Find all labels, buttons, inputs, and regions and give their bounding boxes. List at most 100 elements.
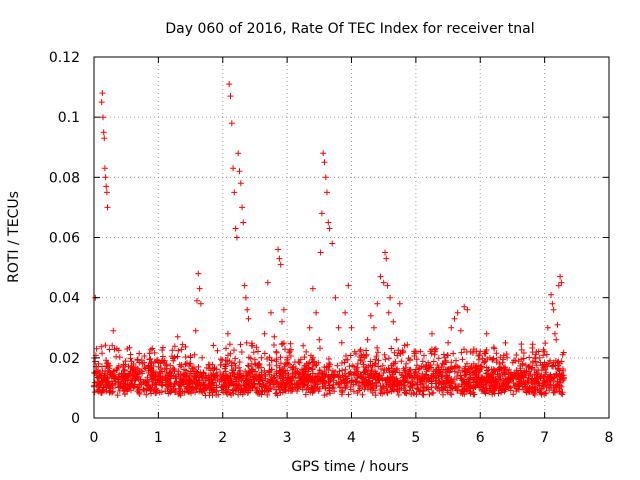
data-point — [236, 359, 243, 365]
data-point — [456, 364, 463, 371]
data-point — [277, 261, 284, 268]
data-point — [342, 366, 349, 373]
data-point — [245, 389, 252, 396]
data-point — [454, 373, 460, 380]
data-point — [244, 306, 251, 313]
data-point — [447, 379, 454, 386]
data-point — [273, 368, 280, 375]
data-point — [102, 342, 109, 349]
data-point — [286, 348, 293, 355]
data-point — [384, 374, 391, 381]
data-point — [475, 352, 482, 359]
data-point — [151, 349, 158, 356]
data-point — [121, 390, 128, 397]
data-point — [147, 355, 154, 362]
data-point — [309, 374, 316, 381]
data-point — [165, 375, 171, 382]
data-point — [551, 330, 558, 337]
data-point — [380, 279, 387, 286]
data-point — [236, 168, 243, 175]
data-point — [197, 386, 204, 393]
data-point — [354, 390, 361, 396]
data-point — [301, 366, 307, 373]
data-point — [483, 347, 490, 353]
data-point — [230, 366, 237, 373]
data-point — [258, 364, 265, 371]
data-point — [472, 381, 478, 388]
data-point — [493, 350, 500, 357]
data-point — [449, 385, 456, 392]
data-point — [136, 350, 143, 357]
data-point — [170, 386, 177, 393]
x-tick-label: 0 — [90, 430, 99, 446]
data-point — [174, 333, 181, 340]
data-point — [518, 346, 525, 353]
data-point — [502, 339, 509, 346]
data-point — [466, 376, 473, 383]
data-point — [315, 370, 322, 377]
data-point — [525, 375, 532, 382]
data-point — [553, 371, 560, 378]
data-point — [271, 384, 278, 391]
data-point — [345, 282, 352, 289]
data-point — [99, 379, 106, 385]
data-point — [110, 327, 117, 334]
data-point — [482, 376, 489, 383]
data-point — [375, 357, 382, 364]
data-point — [278, 384, 285, 391]
data-point — [213, 387, 220, 394]
data-point — [233, 384, 240, 391]
data-point — [401, 342, 408, 349]
data-point — [515, 378, 522, 385]
data-point — [452, 384, 458, 391]
data-point — [96, 384, 103, 391]
data-point — [240, 219, 247, 226]
data-point — [454, 387, 461, 394]
data-point — [179, 341, 186, 348]
data-point — [205, 372, 212, 379]
data-point — [169, 347, 176, 354]
data-point — [266, 362, 273, 368]
data-point — [560, 377, 567, 384]
data-point — [237, 341, 244, 348]
data-point — [543, 369, 550, 376]
data-point — [380, 370, 387, 376]
data-point — [113, 366, 120, 373]
data-point — [455, 369, 462, 376]
data-point — [146, 350, 153, 357]
data-point — [248, 342, 255, 349]
data-point — [324, 391, 330, 398]
data-point — [440, 351, 447, 358]
data-point — [192, 327, 199, 334]
data-point — [321, 368, 328, 375]
data-point — [194, 380, 201, 387]
data-point — [236, 382, 243, 389]
data-point — [306, 359, 313, 366]
data-point — [372, 360, 379, 367]
data-point — [245, 362, 251, 369]
data-point — [555, 366, 562, 373]
data-point — [503, 381, 509, 388]
data-point — [322, 174, 329, 181]
data-point — [155, 363, 162, 370]
data-point — [188, 385, 195, 392]
data-point — [425, 375, 432, 382]
data-point — [223, 360, 229, 367]
data-point — [454, 363, 461, 370]
data-point — [214, 347, 221, 354]
data-point — [513, 352, 520, 358]
data-point — [238, 377, 245, 384]
data-point — [520, 350, 527, 356]
data-point — [485, 374, 492, 380]
data-point — [553, 370, 560, 377]
data-point — [262, 373, 268, 380]
data-point — [339, 367, 346, 374]
data-point — [204, 383, 211, 390]
data-point — [128, 387, 134, 394]
data-point — [242, 386, 249, 393]
data-point — [255, 375, 262, 382]
data-point — [451, 315, 458, 322]
data-point — [128, 358, 135, 365]
data-point — [226, 341, 233, 348]
data-point — [224, 375, 231, 382]
